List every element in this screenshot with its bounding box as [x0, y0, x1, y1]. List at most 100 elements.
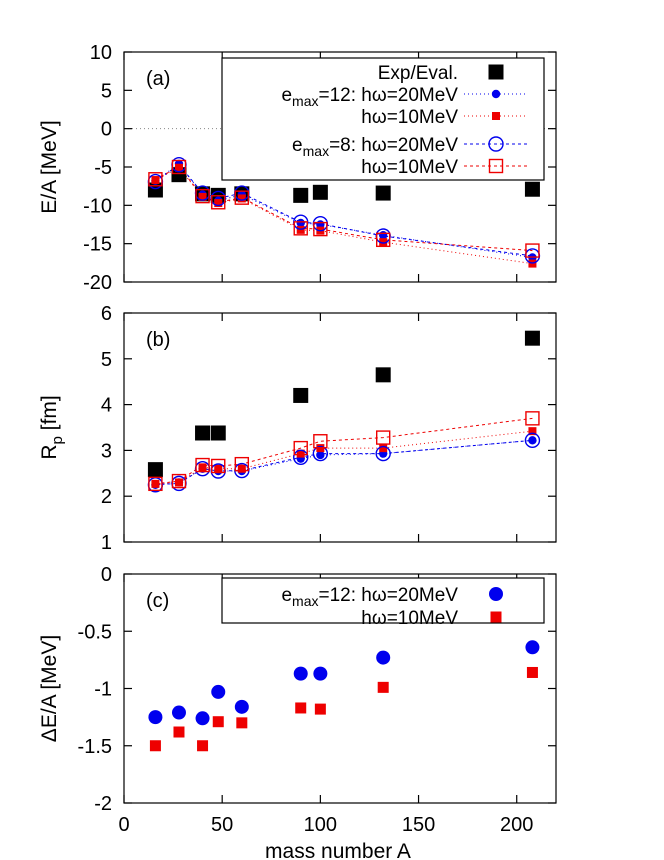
data-point	[377, 681, 389, 693]
data-point	[528, 436, 537, 445]
y-tick-label: -1.5	[78, 736, 112, 758]
data-point	[293, 387, 309, 403]
data-point	[524, 432, 541, 449]
y-tick-label: 10	[90, 42, 112, 64]
data-point	[524, 181, 540, 197]
x-tick-label: 200	[500, 814, 533, 836]
data-point	[375, 367, 391, 383]
data-point	[234, 190, 250, 205]
y-axis-label: ΔE/A [MeV]	[38, 635, 61, 742]
legend-entry-label: hω=10MeV	[361, 608, 458, 629]
legend-marker	[489, 587, 503, 601]
x-axis-label: mass number A	[265, 840, 411, 860]
data-point	[147, 462, 163, 478]
panel-b: 6 5 4 3 2 1 Rp [fm] (b)	[38, 303, 557, 554]
data-point	[234, 699, 249, 714]
data-point	[211, 684, 226, 699]
y-tick-label: -15	[83, 234, 112, 256]
series-line	[155, 430, 533, 485]
data-point	[316, 450, 325, 460]
x-tick-label: 150	[402, 814, 435, 836]
data-point	[296, 449, 305, 458]
panel-c: 0 -0.5 -1 -1.5 -2 0 50 100 150 200 mass number A ΔE…	[38, 564, 557, 860]
data-point	[197, 740, 209, 752]
legend-marker	[488, 158, 504, 174]
legend-entry-label: emax=12: hω=20MeV	[281, 585, 458, 609]
data-point	[171, 159, 187, 175]
y-axis-label: E/A [MeV]	[38, 120, 61, 213]
data-point	[376, 650, 391, 665]
data-point	[293, 449, 309, 465]
data-point	[379, 444, 388, 453]
data-point	[375, 185, 391, 201]
data-point	[195, 188, 210, 204]
data-point	[173, 726, 185, 738]
x-tick-label: 0	[118, 814, 129, 836]
y-tick-label: -0.5	[78, 621, 112, 643]
legend: Exp/Eval.emax=12: hω=20MeVhω=10MeVemax=8…	[221, 57, 545, 181]
legend-entry-label: hω=10MeV	[361, 157, 458, 178]
data-point	[237, 464, 246, 473]
x-tick-label: 100	[304, 814, 337, 836]
panel-label: (c)	[146, 590, 169, 612]
y-tick-label: 3	[101, 440, 112, 462]
legend-entry-label: Exp/Eval.	[378, 63, 458, 84]
data-point	[525, 243, 540, 258]
series-line	[155, 164, 533, 257]
y-tick-label: -2	[94, 793, 112, 815]
legend-box	[221, 577, 545, 624]
data-point	[214, 464, 223, 473]
legend-marker	[488, 136, 504, 152]
legend-marker	[488, 64, 504, 80]
data-point	[525, 640, 540, 655]
data-point	[236, 717, 248, 729]
y-tick-label: -10	[83, 195, 112, 217]
series-1	[149, 666, 538, 752]
data-point	[313, 221, 328, 237]
data-point	[198, 192, 207, 201]
data-point	[376, 232, 391, 248]
data-point	[151, 479, 160, 488]
data-point	[148, 172, 163, 187]
data-point	[149, 740, 161, 752]
data-point	[210, 425, 226, 441]
y-tick-label: -5	[94, 157, 112, 179]
legend-entry-label: hω=10MeV	[361, 107, 458, 128]
y-tick-label: 2	[101, 486, 112, 508]
plot-frame	[123, 312, 557, 543]
y-tick-label: 4	[101, 395, 112, 417]
data-point	[314, 703, 326, 715]
series-4	[148, 411, 540, 492]
data-point	[376, 430, 391, 445]
panel-label: (a)	[146, 68, 170, 90]
data-point	[198, 463, 207, 472]
series-4	[148, 159, 540, 258]
data-point	[195, 457, 210, 473]
data-point	[313, 666, 328, 681]
series-0	[147, 330, 540, 478]
legend-marker	[491, 89, 501, 99]
data-point	[211, 195, 226, 210]
x-tick-label: 50	[211, 814, 233, 836]
y-tick-label: 0	[101, 119, 112, 141]
y-tick-label: 0	[101, 564, 112, 586]
data-point	[375, 445, 391, 462]
y-tick-label: 5	[101, 80, 112, 102]
data-point	[296, 218, 305, 228]
panel-label: (b)	[146, 329, 170, 351]
data-point	[379, 238, 388, 247]
legend-entry-label: emax=8: hω=20MeV	[292, 135, 458, 159]
data-point	[148, 476, 163, 492]
data-point	[214, 199, 223, 208]
series-3	[147, 432, 541, 493]
data-point	[171, 473, 187, 489]
data-point	[526, 666, 538, 678]
legend-marker	[490, 611, 502, 623]
data-point	[293, 187, 309, 203]
legend-marker	[492, 112, 500, 120]
data-point	[295, 702, 307, 714]
series-0	[148, 640, 540, 726]
data-point	[148, 710, 163, 725]
